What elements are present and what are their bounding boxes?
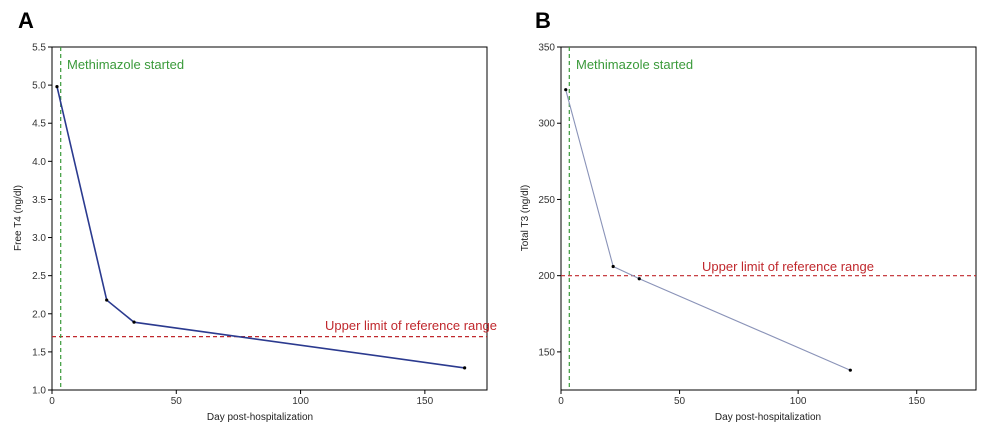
panel-b-letter: B xyxy=(535,8,551,33)
panel-a-data-point xyxy=(55,85,59,89)
panel-a-y-tick-label: 5.0 xyxy=(32,81,46,92)
panel-b-x-tick-label: 0 xyxy=(558,396,564,407)
panel-b: B Day post-hospitalization Total T3 (ng/… xyxy=(520,8,977,423)
panel-b-y-tick-label: 250 xyxy=(538,195,555,206)
panel-a-y-tick-label: 4.5 xyxy=(32,119,46,130)
panel-a: A Day post-hospitalization Free T4 (ng/d… xyxy=(13,8,497,423)
panel-a-plot-frame xyxy=(51,46,488,391)
panel-a-y-tick-label: 4.0 xyxy=(32,157,46,168)
panel-b-reference-label: Upper limit of reference range xyxy=(702,259,874,274)
panel-b-y-tick-label: 150 xyxy=(538,347,555,358)
panel-a-series xyxy=(55,85,467,370)
panel-a-x-tick-label: 100 xyxy=(292,396,309,407)
panel-a-data-point xyxy=(105,298,109,302)
panel-a-y-tick-label: 2.5 xyxy=(32,271,46,282)
panel-b-x-axis-title: Day post-hospitalization xyxy=(715,412,821,423)
panel-a-y-tick-label: 3.0 xyxy=(32,233,46,244)
panel-a-y-tick-label: 3.5 xyxy=(32,195,46,206)
panel-a-x-tick-label: 50 xyxy=(171,396,183,407)
panel-a-reference-label: Upper limit of reference range xyxy=(325,318,497,333)
panel-a-data-point xyxy=(132,320,136,324)
panel-b-data-point xyxy=(637,277,641,281)
panel-a-x-tick-label: 0 xyxy=(49,396,55,407)
panel-a-letter: A xyxy=(18,8,34,33)
panel-b-y-tick-label: 200 xyxy=(538,271,555,282)
panel-b-y-tick-label: 300 xyxy=(538,119,555,130)
panel-b-y-axis-title: Total T3 (ng/dl) xyxy=(520,185,531,252)
panel-a-data-point xyxy=(463,366,467,370)
panel-a-methimazole-label: Methimazole started xyxy=(67,57,184,72)
panel-b-data-point xyxy=(611,264,615,269)
panel-a-y-tick-label: 1.5 xyxy=(32,347,46,358)
panel-a-x-tick-label: 150 xyxy=(417,396,434,407)
panel-a-y-axis-title: Free T4 (ng/dl) xyxy=(13,185,24,251)
panel-b-methimazole-label: Methimazole started xyxy=(576,57,693,72)
panel-b-x-tick-label: 50 xyxy=(674,396,686,407)
panel-a-x-axis-title: Day post-hospitalization xyxy=(207,412,313,423)
panel-b-series xyxy=(564,88,852,372)
panel-b-data-point xyxy=(564,88,568,92)
panel-a-y-tick-label: 2.0 xyxy=(32,309,46,320)
panel-b-series-line xyxy=(565,89,851,371)
panel-b-y-tick-label: 350 xyxy=(538,43,555,54)
panel-a-y-tick-label: 1.0 xyxy=(32,386,46,397)
panel-b-ticks: 0 50 100 150 150 200 250 300 350 xyxy=(538,43,925,408)
panel-b-x-tick-label: 100 xyxy=(790,396,807,407)
panel-a-ticks: 0 50 100 150 1.0 1.5 2.0 2.5 3.0 3.5 4.0 4.5 5.0 5.5 xyxy=(32,43,434,408)
panel-b-x-tick-label: 150 xyxy=(908,396,925,407)
panel-b-plot-frame xyxy=(560,46,977,391)
panel-a-series-line xyxy=(56,86,465,369)
panel-a-y-tick-label: 5.5 xyxy=(32,43,46,54)
panel-b-data-point xyxy=(848,368,852,372)
